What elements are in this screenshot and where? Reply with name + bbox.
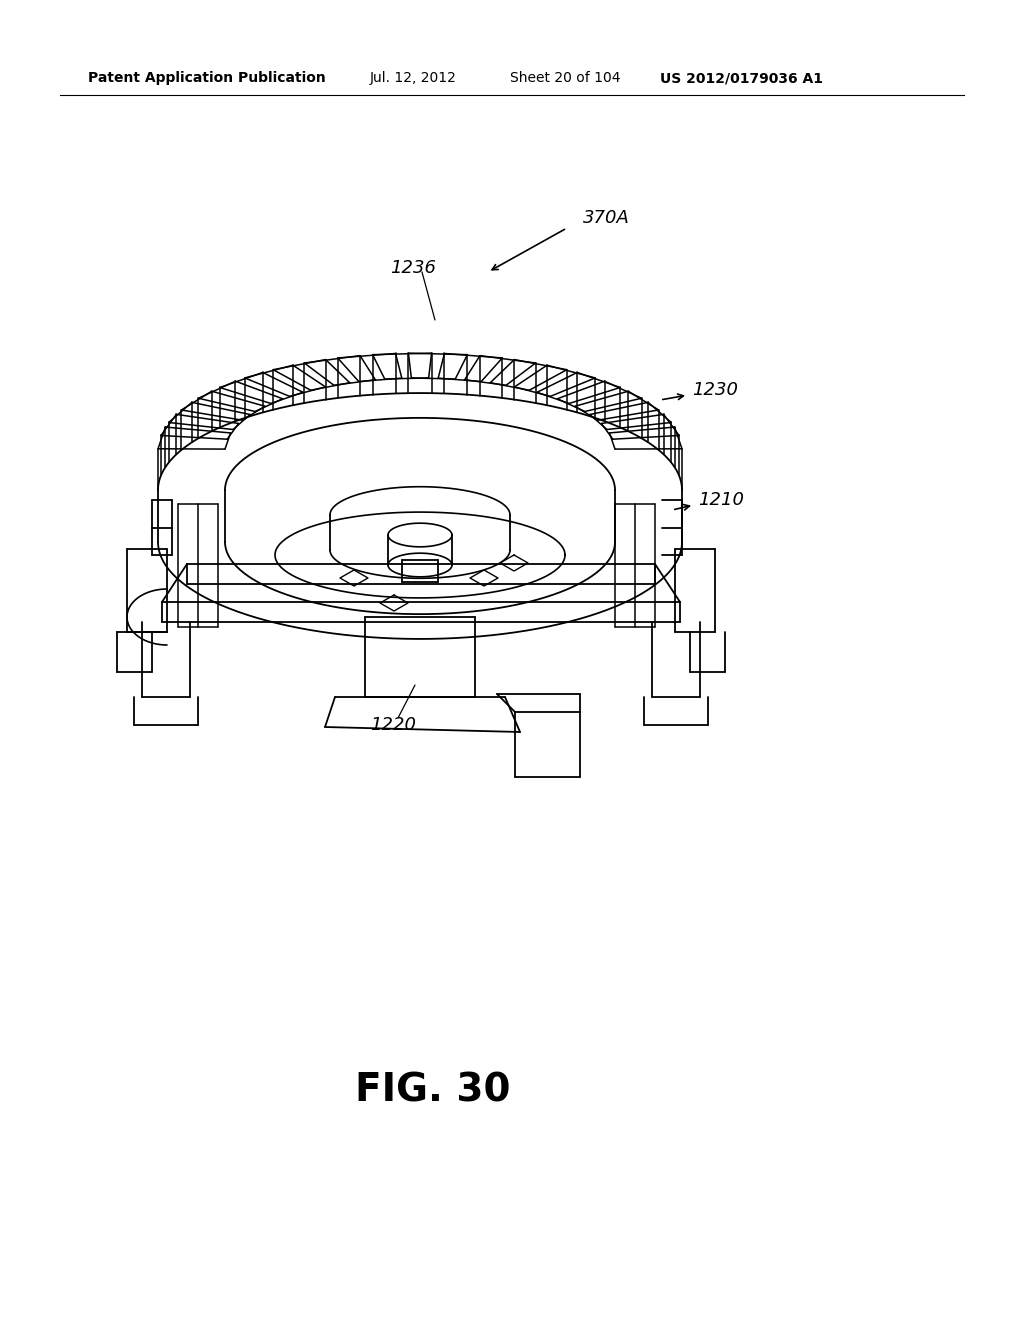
Text: Jul. 12, 2012: Jul. 12, 2012 xyxy=(370,71,457,84)
Text: 1236: 1236 xyxy=(390,259,436,277)
Text: Sheet 20 of 104: Sheet 20 of 104 xyxy=(510,71,621,84)
Text: 1210: 1210 xyxy=(698,491,744,510)
Text: 1230: 1230 xyxy=(692,381,738,399)
Text: 1220: 1220 xyxy=(370,715,416,734)
Text: FIG. 30: FIG. 30 xyxy=(355,1071,511,1109)
Text: Patent Application Publication: Patent Application Publication xyxy=(88,71,326,84)
Text: US 2012/0179036 A1: US 2012/0179036 A1 xyxy=(660,71,823,84)
Text: 370A: 370A xyxy=(583,209,630,227)
